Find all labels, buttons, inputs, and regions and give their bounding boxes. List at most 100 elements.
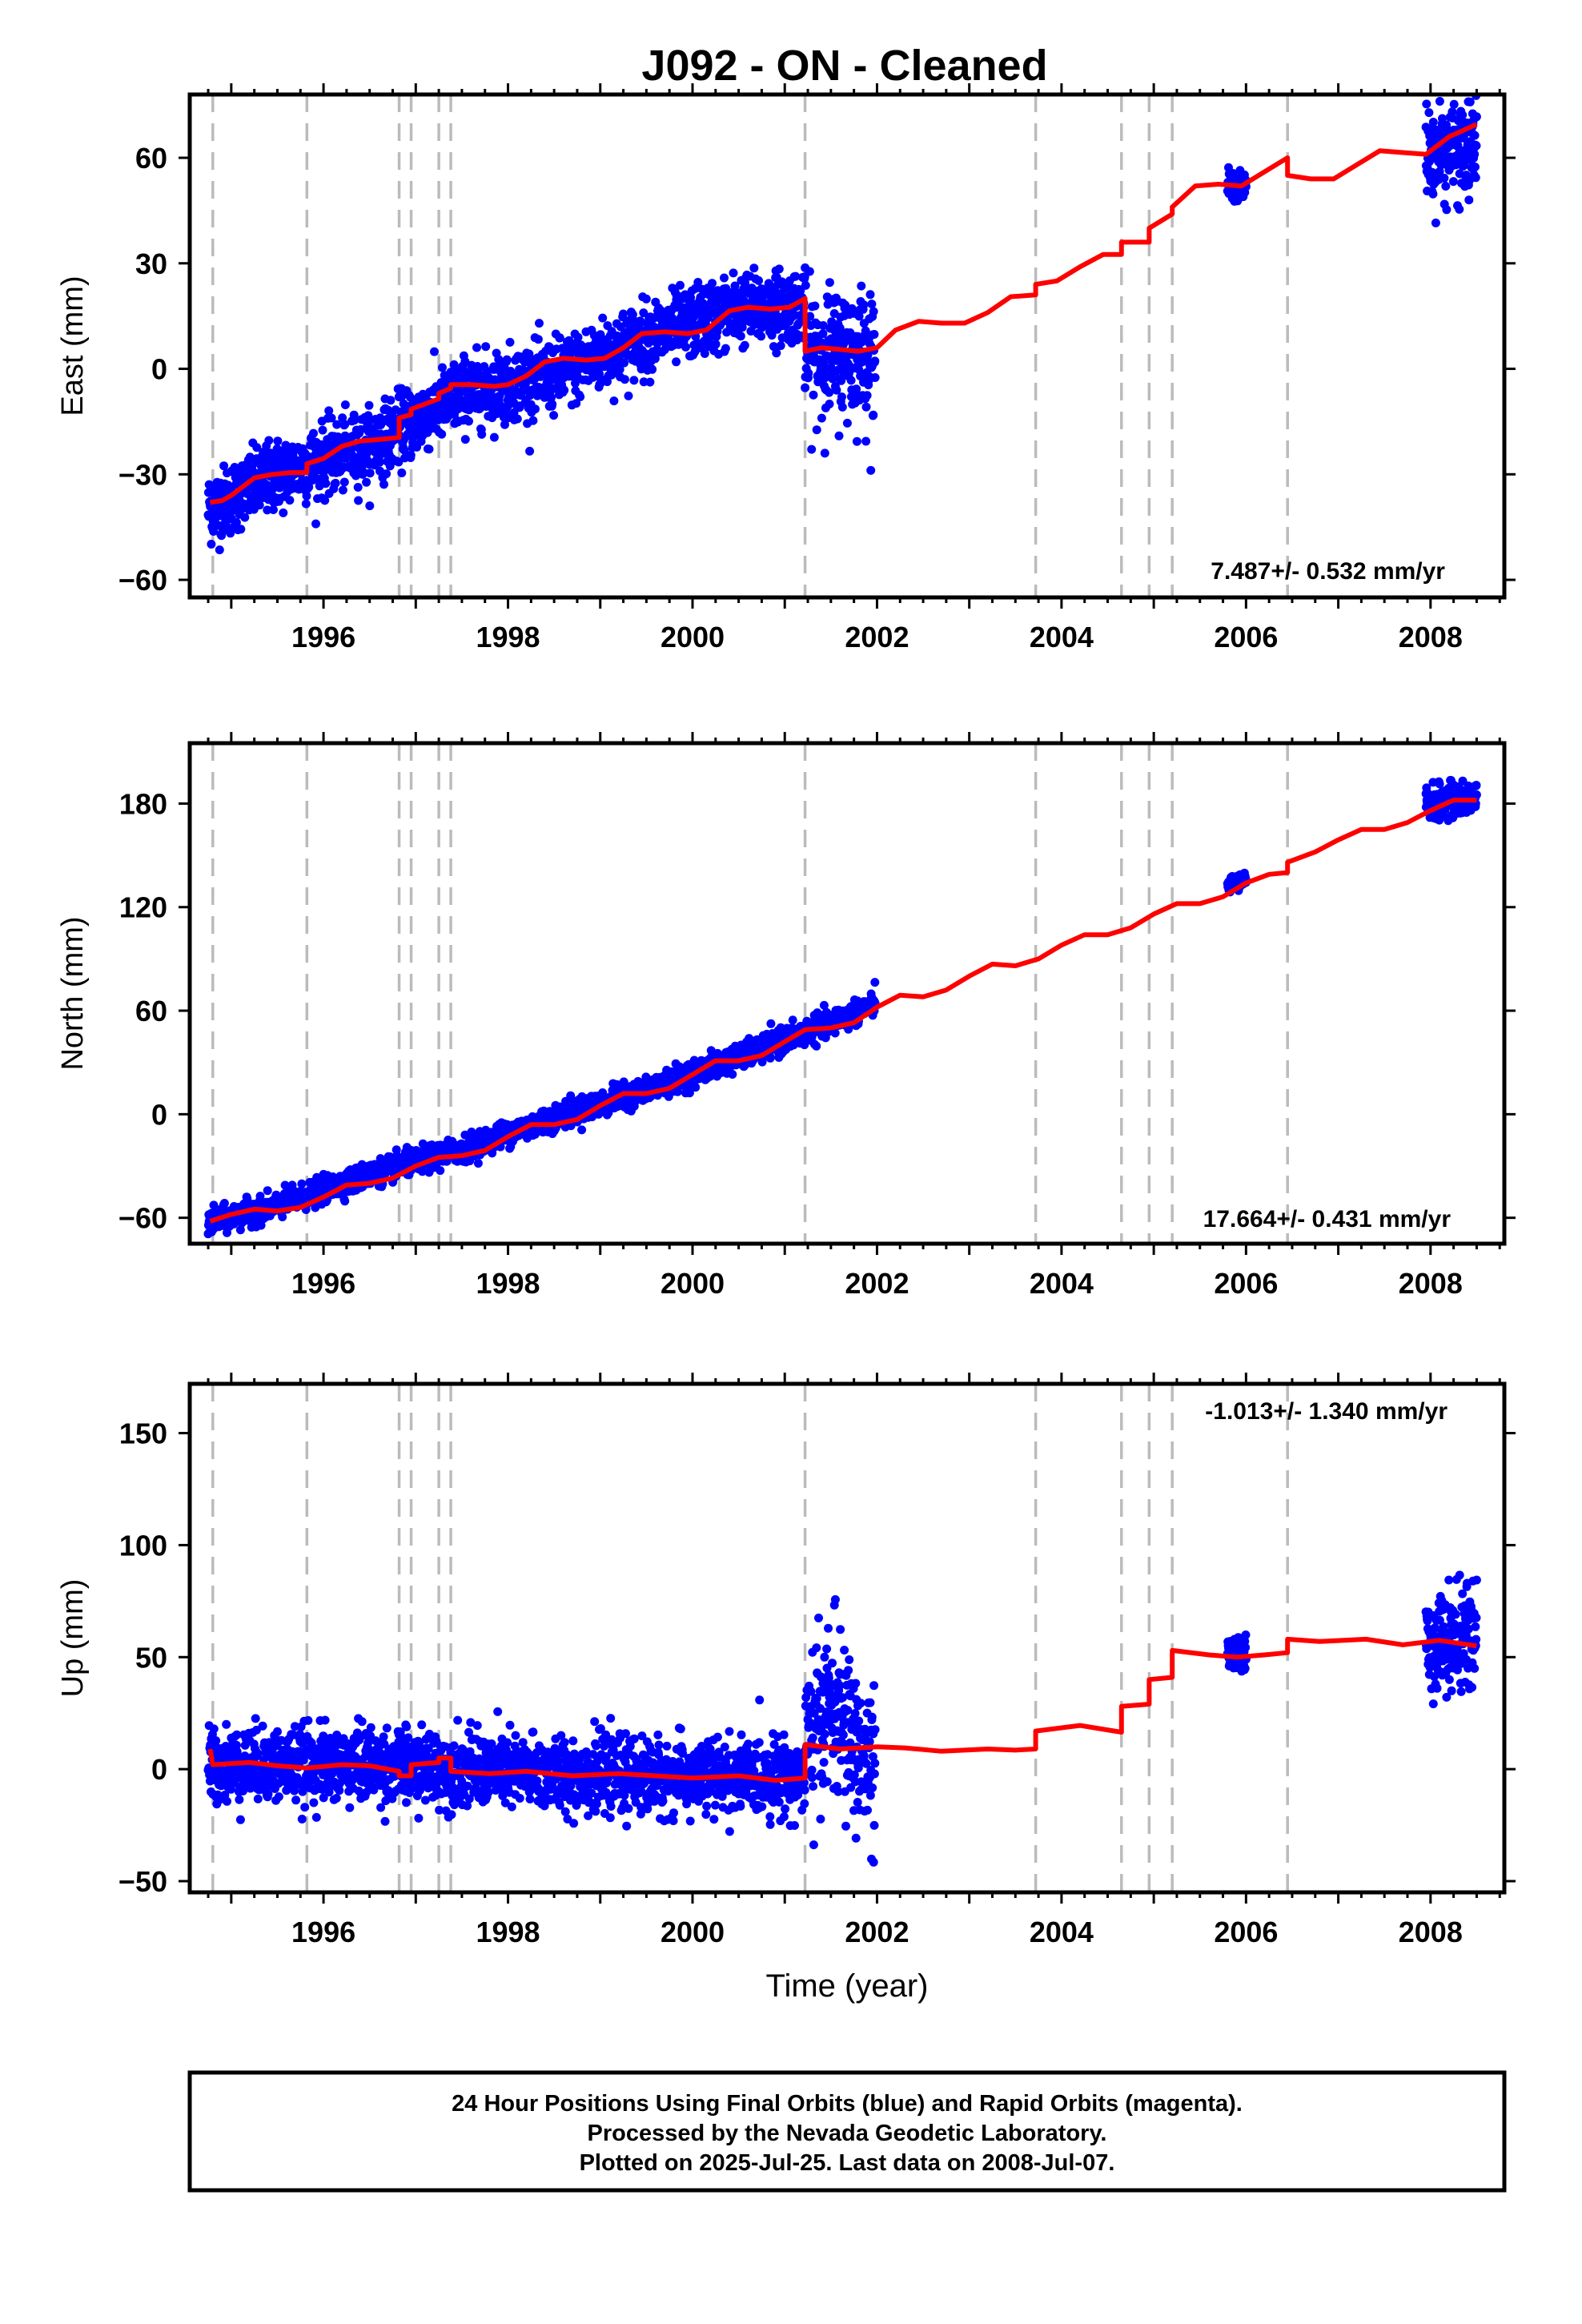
data-point	[1449, 99, 1459, 109]
data-point	[269, 505, 278, 514]
data-point	[576, 392, 585, 401]
data-point	[1431, 218, 1440, 227]
data-point	[641, 294, 651, 304]
data-point	[629, 376, 639, 385]
data-point	[505, 337, 515, 347]
data-point	[818, 321, 828, 330]
data-point	[340, 400, 350, 409]
data-point	[572, 399, 581, 408]
data-point	[549, 411, 559, 420]
data-point	[219, 461, 229, 471]
data-point	[711, 340, 721, 349]
data-point	[1455, 204, 1464, 214]
data-point	[571, 379, 580, 388]
data-point	[320, 496, 330, 505]
x-tick-label: 2008	[1399, 621, 1463, 653]
data-point	[424, 444, 434, 454]
data-point	[339, 477, 349, 487]
data-point	[837, 402, 847, 412]
data-point	[620, 358, 629, 368]
plot-area	[203, 743, 1481, 1244]
data-point	[304, 482, 314, 492]
data-point	[708, 279, 717, 288]
data-point	[1470, 131, 1480, 140]
data-point	[573, 332, 583, 342]
data-points-segment-0	[203, 263, 810, 555]
data-point	[812, 1041, 821, 1051]
data-point	[870, 978, 880, 987]
data-point	[862, 391, 872, 400]
data-point	[302, 491, 311, 501]
data-point	[841, 300, 850, 310]
data-point	[644, 339, 653, 348]
data-point	[819, 1000, 829, 1010]
data-point	[776, 341, 785, 351]
data-point	[1464, 195, 1474, 205]
data-point	[805, 267, 814, 276]
data-point	[324, 406, 334, 416]
data-point	[624, 391, 633, 400]
data-point	[693, 278, 703, 287]
data-point	[774, 264, 784, 274]
model-line	[209, 122, 1478, 505]
data-point	[700, 349, 709, 358]
data-point	[525, 446, 535, 456]
data-point	[828, 374, 837, 384]
data-point	[338, 485, 347, 495]
data-point	[818, 329, 828, 339]
data-point	[1441, 182, 1451, 191]
data-point	[870, 373, 880, 382]
data-point	[757, 332, 766, 341]
data-point	[555, 333, 564, 343]
y-tick-label: 0	[151, 353, 167, 386]
data-point	[869, 330, 879, 339]
data-point	[834, 431, 844, 440]
data-point	[204, 480, 214, 489]
data-point	[648, 364, 657, 374]
data-point	[766, 1019, 776, 1028]
data-point	[609, 396, 619, 406]
data-point	[1448, 177, 1458, 187]
data-point	[676, 280, 685, 290]
data-point	[340, 1196, 350, 1206]
data-point	[861, 326, 870, 336]
data-point	[477, 429, 487, 439]
data-point	[577, 1125, 587, 1135]
data-point	[865, 290, 875, 300]
x-tick-label: 2002	[845, 621, 909, 653]
data-point	[278, 1212, 287, 1222]
y-tick-label: 60	[135, 142, 167, 175]
y-tick-label: −30	[118, 458, 167, 491]
data-points-segment-0	[203, 978, 880, 1239]
data-point	[1472, 781, 1481, 790]
data-points-segment-1	[801, 267, 880, 475]
data-point	[331, 478, 340, 488]
data-point	[236, 525, 246, 534]
data-point	[318, 425, 327, 435]
data-point	[548, 400, 557, 409]
data-point	[1458, 111, 1468, 120]
data-point	[430, 347, 439, 356]
data-point	[859, 300, 869, 310]
data-point	[825, 400, 834, 408]
data-point	[273, 436, 283, 446]
data-point	[721, 344, 730, 353]
data-point	[867, 300, 877, 309]
data-point	[535, 319, 544, 328]
data-point	[639, 377, 648, 387]
data-point	[820, 364, 829, 373]
data-point	[866, 465, 876, 475]
data-point	[645, 377, 655, 387]
data-point	[1428, 189, 1438, 199]
data-point	[691, 1083, 701, 1092]
data-point	[1460, 160, 1469, 170]
data-point	[766, 1052, 775, 1062]
data-point	[754, 275, 763, 285]
y-axis-label: East (mm)	[56, 275, 90, 416]
data-point	[332, 420, 342, 429]
model-line	[209, 798, 1477, 1224]
data-point	[354, 496, 363, 505]
data-point	[835, 324, 845, 333]
plot-frame	[187, 741, 1507, 1246]
data-point	[263, 1186, 272, 1196]
